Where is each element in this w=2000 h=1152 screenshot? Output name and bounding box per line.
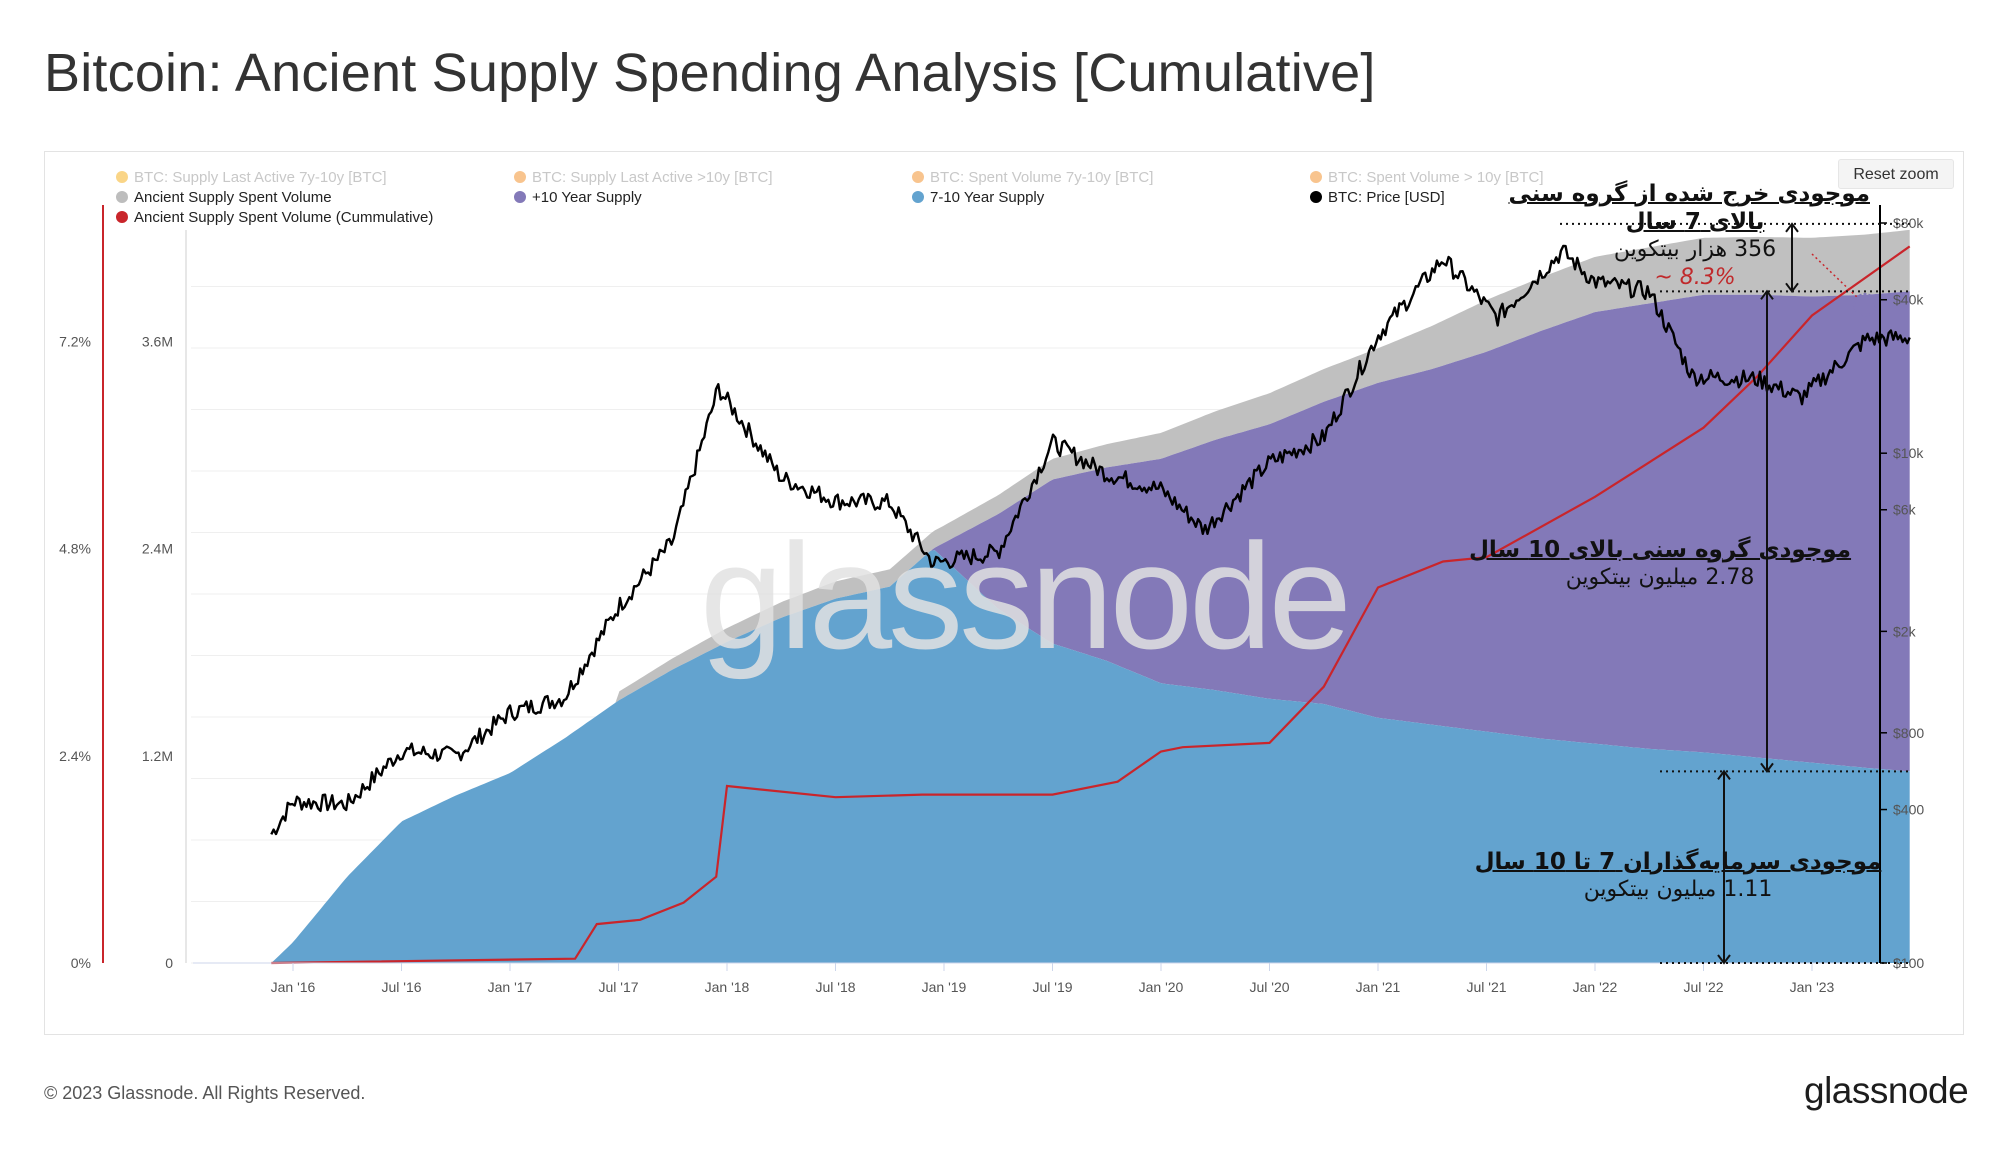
legend-label: BTC: Price [USD] xyxy=(1328,189,1445,206)
arrow-seven-ten-head-top xyxy=(1717,769,1731,780)
legend-label: BTC: Spent Volume 7y-10y [BTC] xyxy=(930,169,1154,186)
y-supply-tick-label: 1.2M xyxy=(142,748,173,764)
legend-dot-icon xyxy=(1310,191,1322,203)
annotation-seven-ten-head: موجودی سرمایه‌گذاران 7 تا 10 سال xyxy=(1474,849,1882,875)
legend-dot-icon xyxy=(116,191,128,203)
legend-label: 7-10 Year Supply xyxy=(930,189,1045,206)
x-tick-label: Jul '17 xyxy=(598,979,638,995)
legend-label: BTC: Supply Last Active >10y [BTC] xyxy=(532,169,773,186)
annotation-spent-line1: موجودی خرج شده از گروه سنی xyxy=(1508,181,1870,207)
brand-logo: glassnode xyxy=(1804,1070,1969,1111)
annotation-seven-ten-amount: 1.11 میلیون بیتکوین xyxy=(1583,877,1773,902)
legend-label: Ancient Supply Spent Volume xyxy=(134,189,332,206)
legend-label: Ancient Supply Spent Volume (Cummulative… xyxy=(134,209,434,226)
chart-panel xyxy=(44,151,1964,1035)
annotation-spent-supply: موجودی خرج شده از گروه سنی بالای 7 سال 3… xyxy=(1508,180,1870,292)
annotation-spent-percent: ~ 8.3% xyxy=(1654,265,1736,290)
y-price-tick-label: $10k xyxy=(1893,445,1924,461)
arrow-ten-year-head-bottom xyxy=(1760,762,1774,774)
legend-item-7-10y-supply[interactable]: 7-10 Year Supply xyxy=(912,189,1044,207)
x-tick-label: Jul '22 xyxy=(1683,979,1723,995)
x-tick-label: Jan '18 xyxy=(705,979,750,995)
legend-item-supply-10y[interactable]: BTC: Supply Last Active >10y [BTC] xyxy=(514,169,773,187)
pct-pointer xyxy=(1811,253,1859,299)
arrow-ten-year-head-top xyxy=(1760,289,1774,300)
arrow-spent-head-bottom xyxy=(1785,282,1799,293)
seven-ten-supply-area xyxy=(271,550,1910,963)
legend-label: +10 Year Supply xyxy=(532,189,642,206)
x-tick-label: Jul '21 xyxy=(1466,979,1506,995)
arrow-spent-head-top xyxy=(1785,222,1799,233)
legend-dot-icon xyxy=(1310,171,1322,183)
legend-dot-icon xyxy=(912,191,924,203)
x-tick-label: Jan '22 xyxy=(1573,979,1618,995)
annotation-ten-year-amount: 2.78 میلیون بیتکوین xyxy=(1565,565,1755,590)
ten-year-supply-area xyxy=(271,291,1910,963)
legend-item-cumulative[interactable]: Ancient Supply Spent Volume (Cummulative… xyxy=(116,209,433,227)
x-tick-label: Jan '21 xyxy=(1356,979,1401,995)
legend-item-supply-7y-10y[interactable]: BTC: Supply Last Active 7y-10y [BTC] xyxy=(116,169,387,187)
legend-label: BTC: Supply Last Active 7y-10y [BTC] xyxy=(134,169,387,186)
legend-label: BTC: Spent Volume > 10y [BTC] xyxy=(1328,169,1544,186)
x-tick-label: Jan '16 xyxy=(271,979,316,995)
annotation-spent-amount: 356 هزار بیتکوین xyxy=(1613,237,1777,262)
x-tick-label: Jan '23 xyxy=(1790,979,1835,995)
arrow-seven-ten-head-bottom xyxy=(1717,954,1731,965)
page-title: Bitcoin: Ancient Supply Spending Analysi… xyxy=(44,43,1376,103)
cumulative-spent-line xyxy=(271,245,1911,965)
y-price-tick-label: $100 xyxy=(1893,955,1924,971)
legend-item-10y-supply[interactable]: +10 Year Supply xyxy=(514,189,642,207)
legend-dot-icon xyxy=(116,211,128,223)
y-price-tick-label: $40k xyxy=(1893,292,1924,308)
legend-item-ancient-spent[interactable]: Ancient Supply Spent Volume xyxy=(116,189,332,207)
y-pct-tick-label: 0% xyxy=(71,955,91,971)
y-pct-tick-label: 2.4% xyxy=(59,748,91,764)
legend-dot-icon xyxy=(514,191,526,203)
x-tick-label: Jul '16 xyxy=(381,979,421,995)
y-price-tick-label: $6k xyxy=(1893,502,1917,518)
pct-highlight-circle xyxy=(1853,293,1877,317)
x-tick-label: Jan '19 xyxy=(922,979,967,995)
legend-item-btc-price[interactable]: BTC: Price [USD] xyxy=(1310,189,1445,207)
x-tick-label: Jan '17 xyxy=(488,979,533,995)
x-tick-label: Jul '18 xyxy=(815,979,855,995)
x-tick-label: Jul '20 xyxy=(1249,979,1289,995)
annotation-ten-year-supply: موجودی گروه سنی بالای 10 سال 2.78 میلیون… xyxy=(1460,536,1860,592)
annotation-seven-ten-supply: موجودی سرمایه‌گذاران 7 تا 10 سال 1.11 می… xyxy=(1468,848,1888,904)
annotation-ten-year-head: موجودی گروه سنی بالای 10 سال xyxy=(1468,537,1852,563)
legend-item-spent-7y-10y[interactable]: BTC: Spent Volume 7y-10y [BTC] xyxy=(912,169,1153,187)
btc-price-line xyxy=(270,244,1911,836)
copyright: © 2023 Glassnode. All Rights Reserved. xyxy=(44,1083,366,1103)
y-price-tick-label: $400 xyxy=(1893,802,1924,818)
watermark: glassnode xyxy=(700,512,1352,680)
legend-item-spent-10y[interactable]: BTC: Spent Volume > 10y [BTC] xyxy=(1310,169,1544,187)
x-tick-label: Jul '19 xyxy=(1032,979,1072,995)
legend-dot-icon xyxy=(116,171,128,183)
y-pct-tick-label: 7.2% xyxy=(59,333,91,349)
reset-zoom-button[interactable]: Reset zoom xyxy=(1838,159,1954,189)
annotation-spent-line2: بالای 7 سال xyxy=(1625,209,1765,235)
legend-dot-icon xyxy=(514,171,526,183)
y-supply-tick-label: 3.6M xyxy=(142,333,173,349)
y-supply-tick-label: 2.4M xyxy=(142,541,173,557)
y-pct-tick-label: 4.8% xyxy=(59,541,91,557)
y-supply-tick-label: 0 xyxy=(165,955,173,971)
y-price-tick-label: $800 xyxy=(1893,725,1924,741)
x-tick-label: Jan '20 xyxy=(1139,979,1184,995)
legend-dot-icon xyxy=(912,171,924,183)
y-price-tick-label: $2k xyxy=(1893,623,1917,639)
